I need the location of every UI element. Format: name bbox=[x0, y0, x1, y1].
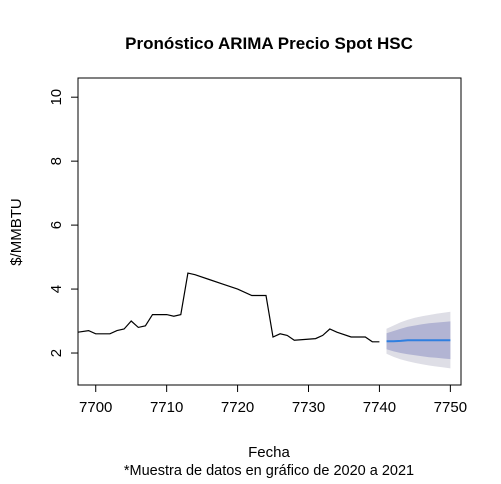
x-tick-label: 7720 bbox=[221, 399, 254, 416]
plot-frame bbox=[77, 77, 462, 386]
forecast-line bbox=[386, 339, 451, 343]
x-tick-label: 7710 bbox=[150, 399, 183, 416]
y-tick-label: 4 bbox=[48, 285, 65, 293]
x-axis-label: Fecha bbox=[248, 444, 290, 461]
series-lines bbox=[77, 272, 451, 343]
chart-footnote: *Muestra de datos en gráfico de 2020 a 2… bbox=[124, 463, 414, 479]
y-axis: 2 4 6 8 10 bbox=[48, 89, 78, 357]
x-tick-label: 7750 bbox=[434, 399, 467, 416]
x-tick-label: 7700 bbox=[79, 399, 112, 416]
chart-title: Pronóstico ARIMA Precio Spot HSC bbox=[125, 34, 413, 53]
y-axis-label: $/MMBTU bbox=[8, 198, 25, 266]
x-axis: 7700 7710 7720 7730 7740 7750 bbox=[79, 385, 467, 416]
history-line bbox=[77, 272, 380, 343]
x-tick-label: 7740 bbox=[363, 399, 396, 416]
y-tick-label: 8 bbox=[48, 157, 65, 165]
x-tick-label: 7730 bbox=[292, 399, 325, 416]
y-tick-label: 10 bbox=[48, 89, 65, 106]
y-tick-label: 2 bbox=[48, 349, 65, 357]
y-tick-label: 6 bbox=[48, 221, 65, 229]
